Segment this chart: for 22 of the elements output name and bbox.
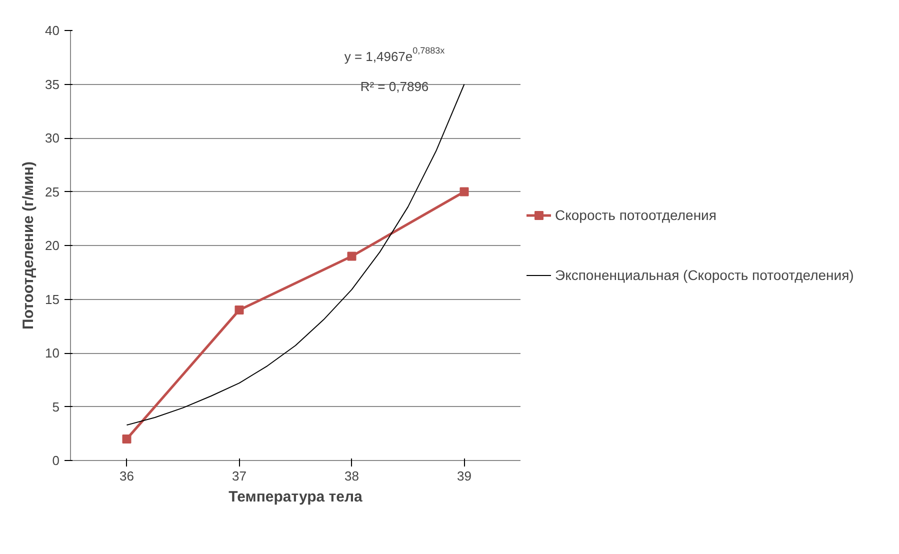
y-tick-label: 20 xyxy=(45,238,60,253)
point xyxy=(234,306,244,314)
legend-label: Скорость потоотделения xyxy=(555,207,716,223)
x-tick-label: 39 xyxy=(457,468,472,484)
x-axis-title: Температура тела xyxy=(228,488,363,506)
y-tick-label: 35 xyxy=(45,76,60,92)
point xyxy=(122,434,132,444)
y-tick-label: 5 xyxy=(52,399,60,414)
y-tick-label: 15 xyxy=(45,292,60,307)
y-tick-label: 30 xyxy=(45,130,60,146)
y-tick-label: 10 xyxy=(45,346,60,360)
point xyxy=(347,252,356,261)
y-tick-label: 40 xyxy=(45,23,60,38)
y-tick-label: 0 xyxy=(52,453,60,468)
legend-label: Экспоненциальная (Скорость потоотделения) xyxy=(555,267,854,283)
y-axis-title: Потоотделение (г/мин) xyxy=(20,162,38,330)
y-tick-label: 25 xyxy=(45,184,60,200)
point xyxy=(460,187,469,196)
x-tick-label: 38 xyxy=(344,468,359,484)
x-tick-label: 36 xyxy=(120,468,134,484)
x-tick-label: 37 xyxy=(232,468,246,484)
line-series xyxy=(126,84,465,426)
